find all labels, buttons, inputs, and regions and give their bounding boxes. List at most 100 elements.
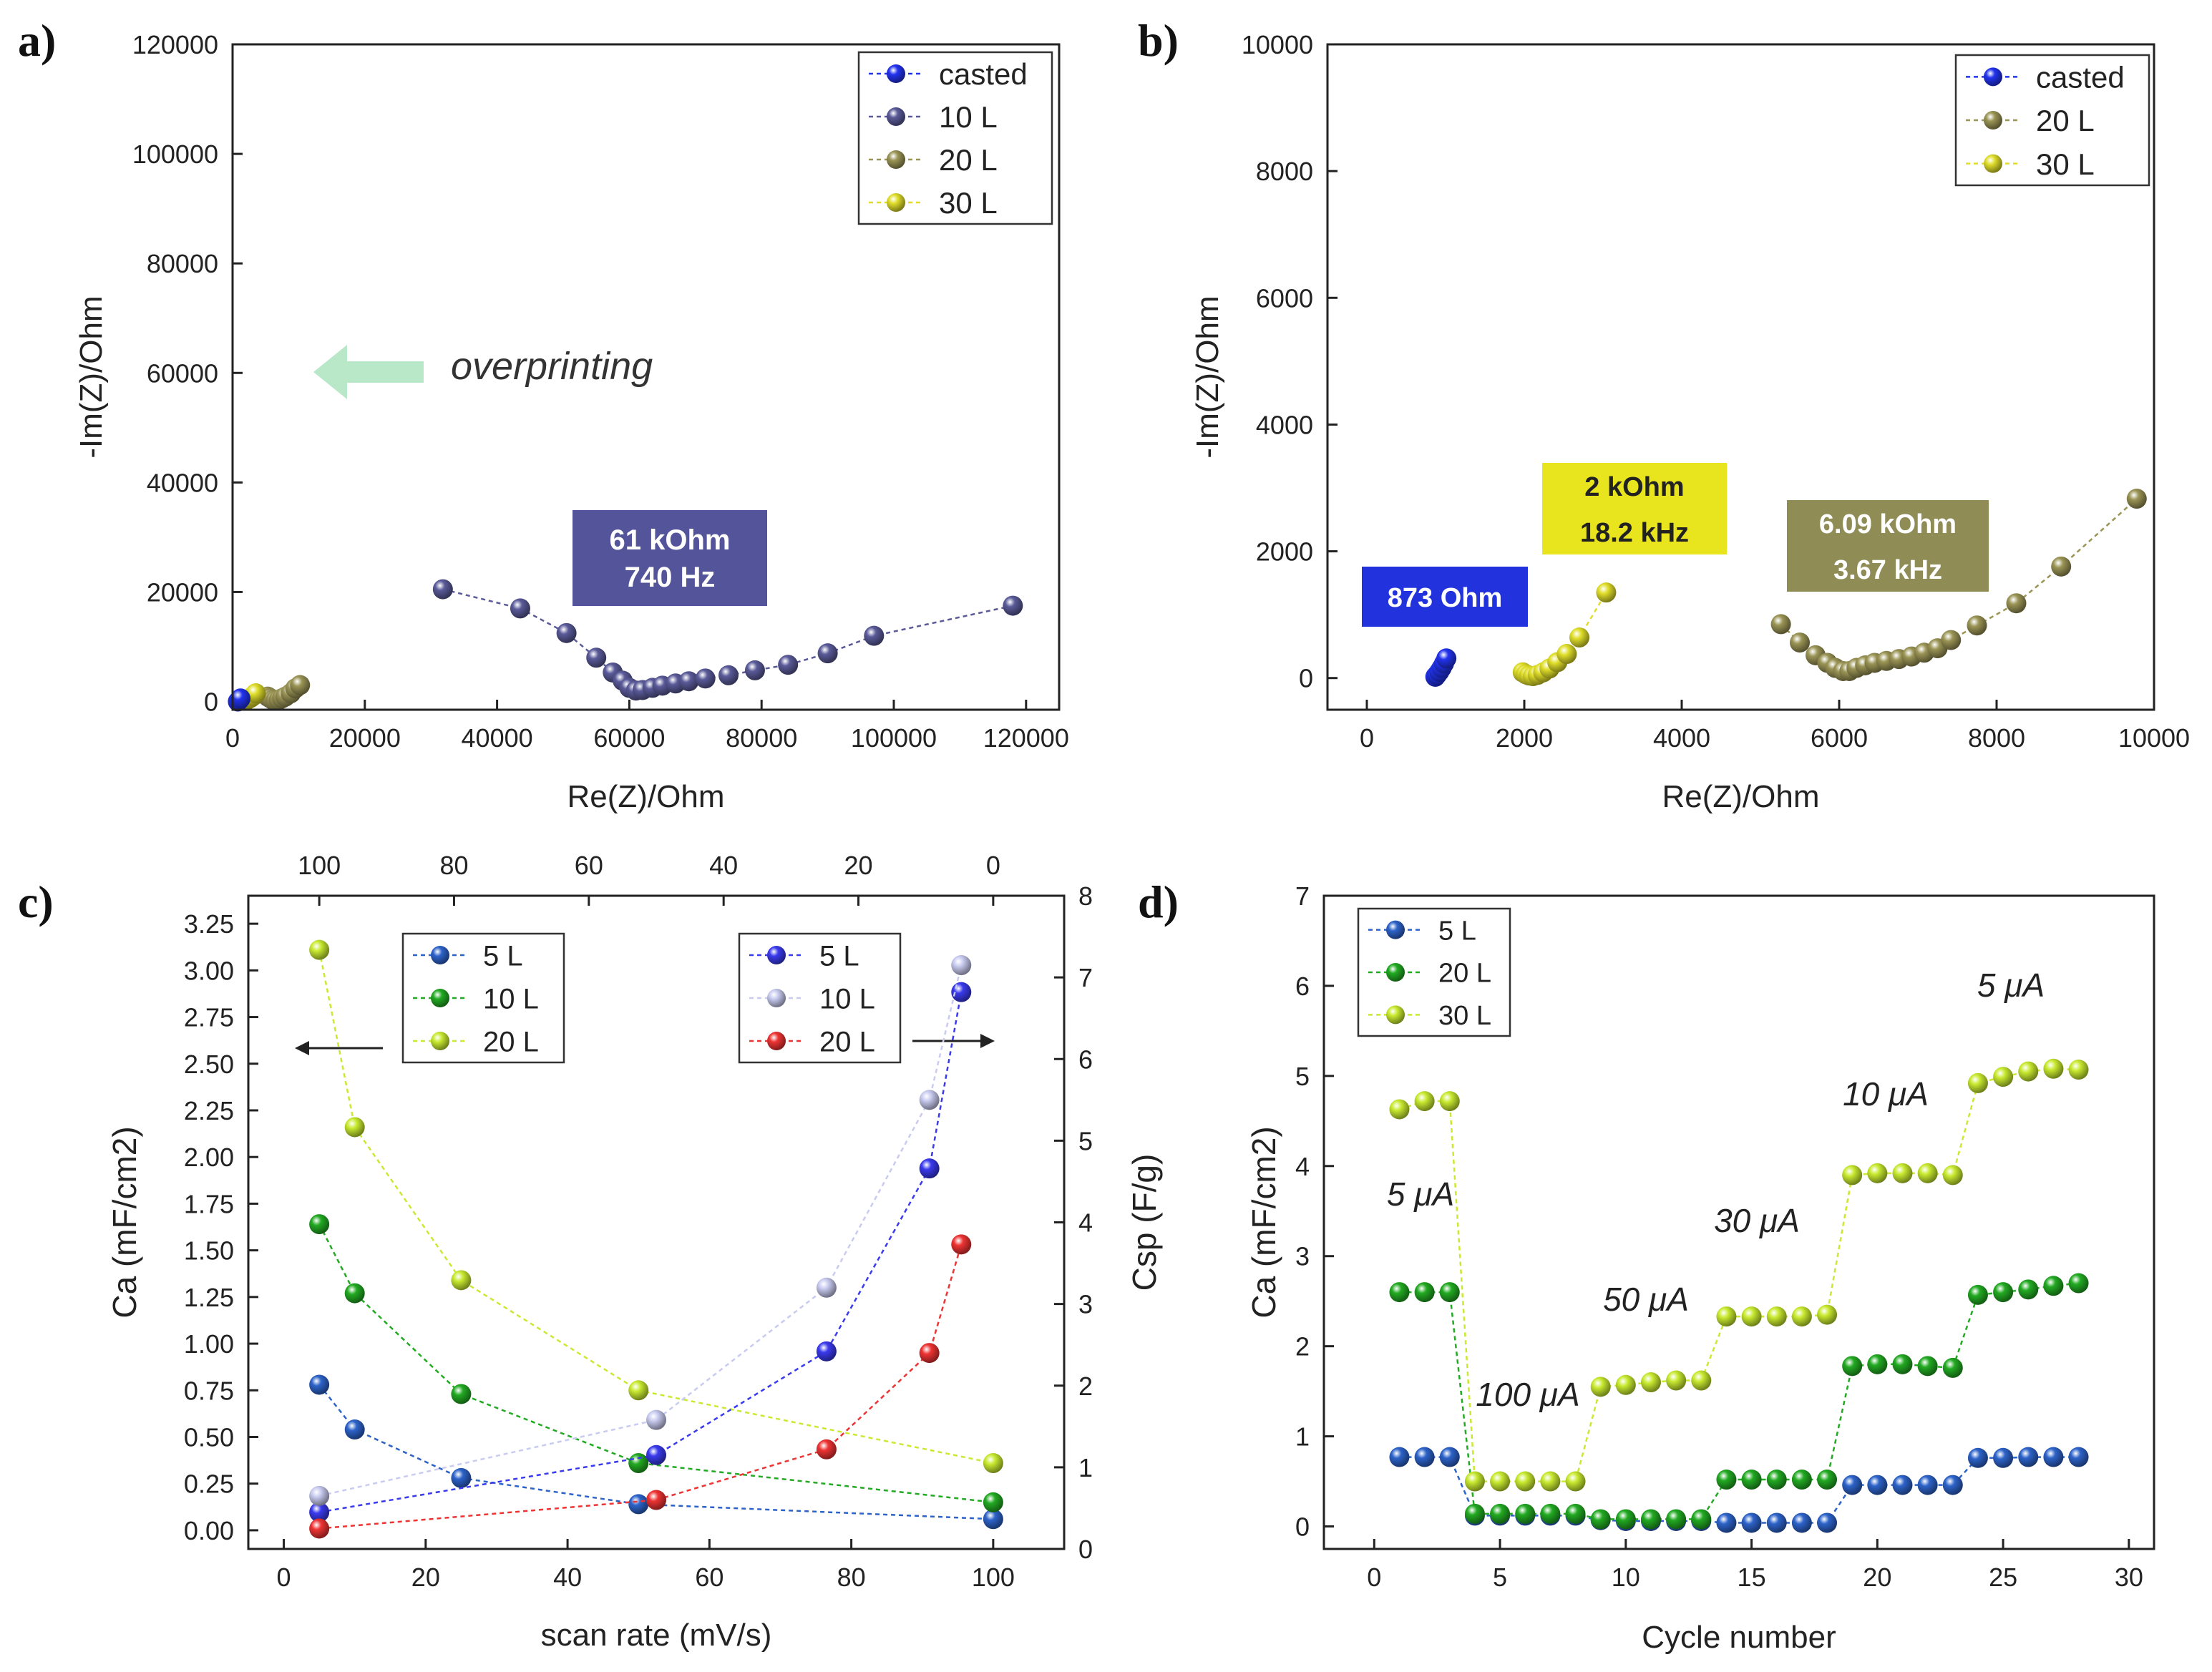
series-d-20L-point	[1917, 1356, 1938, 1377]
legend-marker	[887, 150, 905, 169]
x-tick-label: 25	[1989, 1563, 2017, 1592]
series-d-30L-point	[2043, 1058, 2064, 1079]
x-tick-label: 100000	[851, 723, 937, 753]
panel-a-frame	[231, 43, 1061, 711]
series-d-20L-point	[2018, 1279, 2039, 1300]
series-b-30L-point	[1556, 644, 1577, 665]
x-tick-label: 4000	[1653, 723, 1710, 753]
series-a-10L-point	[678, 671, 699, 692]
x-tick-label: 30	[2115, 1563, 2143, 1592]
top-x-tick-label: 20	[844, 851, 872, 880]
y-tick-label: 2000	[1256, 537, 1313, 567]
series-a-10L-point	[744, 660, 765, 680]
series-c-right-5L-point	[919, 1158, 940, 1179]
series-d-5L-point	[1917, 1475, 1938, 1495]
panel-b-frame	[1326, 43, 2155, 711]
series-d-20L-point	[1414, 1282, 1435, 1303]
y-tick-label: 4000	[1256, 410, 1313, 439]
annotation-box-line: 6.09 kOhm	[1819, 509, 1957, 539]
series-d-30L-point	[1892, 1163, 1913, 1183]
current-label: 50 μA	[1603, 1281, 1689, 1318]
y-tick-label: 0	[1299, 664, 1313, 693]
series-d-5L-point	[2068, 1447, 2089, 1467]
legend-label: 5 L	[483, 940, 523, 972]
series-b-20L-point	[2126, 489, 2147, 509]
y-tick-label-right: 3	[1078, 1290, 1093, 1319]
series-c-right-10L-point	[309, 1485, 330, 1506]
series-c-left-20L-point	[451, 1270, 472, 1291]
legend-marker	[767, 946, 786, 964]
series-c-right-5L-point	[309, 1502, 330, 1522]
series-a-10L-point	[778, 655, 799, 675]
series-b-20L-point	[1790, 632, 1810, 653]
series-a-10L-point	[695, 668, 716, 689]
series-d-30L-point	[1842, 1165, 1863, 1185]
series-c-left-20L-point	[309, 939, 330, 960]
y-tick-label-left: 2.25	[184, 1096, 234, 1125]
x-tick-label: 2000	[1496, 723, 1553, 753]
y-tick-label-left: 0.00	[184, 1516, 234, 1545]
legend-marker	[431, 946, 449, 964]
series-d-20L-line	[1399, 1282, 2079, 1520]
x-tick-label: 8000	[1968, 723, 2025, 753]
x-tick-label: 20	[411, 1563, 440, 1592]
annotation-box-line: 18.2 kHz	[1580, 518, 1689, 548]
y-tick-label-left: 1.50	[184, 1236, 234, 1266]
series-b-20L-point	[2051, 556, 2072, 577]
legend-label: 20 L	[819, 1026, 875, 1057]
legend-label: 5 L	[819, 940, 859, 972]
legend-label: 20 L	[1438, 959, 1491, 989]
legend-marker	[1386, 920, 1405, 939]
y-tick-label: 120000	[132, 30, 218, 59]
y-tick-label: 1	[1295, 1422, 1310, 1452]
x-axis-title: Cycle number	[1642, 1620, 1836, 1655]
series-a-20L-point	[290, 675, 311, 695]
series-b-20L-point	[1941, 630, 1962, 650]
legend-marker	[1984, 154, 2002, 173]
y-tick-label: 10000	[1242, 30, 1313, 59]
series-d-20L-point	[1666, 1509, 1687, 1530]
y-tick-label-right: 1	[1078, 1453, 1093, 1482]
y-tick-label-left: 1.25	[184, 1283, 234, 1312]
series-d-20L-point	[1615, 1509, 1636, 1530]
series-d-5L-point	[1967, 1447, 1988, 1468]
panel-letter-d: d)	[1138, 876, 1179, 927]
y-tick-label: 0	[204, 688, 218, 717]
series-d-20L-point	[2068, 1273, 2089, 1294]
annotation-box	[1787, 500, 1989, 592]
series-d-30L-point	[1691, 1370, 1712, 1391]
series-d-30L-point	[1791, 1306, 1812, 1327]
series-c-left-20L-point	[983, 1453, 1003, 1474]
y-tick-label: 6000	[1256, 283, 1313, 313]
series-d-30L-point	[2018, 1061, 2039, 1082]
series-d-5L-point	[1414, 1447, 1435, 1467]
x-axis-title: Re(Z)/Ohm	[567, 779, 725, 814]
current-label: 10 μA	[1843, 1075, 1929, 1113]
series-b-20L-point	[1967, 615, 1987, 636]
series-d-5L-point	[1942, 1475, 1963, 1495]
series-a-10L-point	[432, 579, 453, 600]
x-tick-label: 80000	[726, 723, 797, 753]
legend-marker	[887, 107, 905, 126]
series-c-left-20L-line	[318, 949, 994, 1465]
y-tick-label-right: 4	[1078, 1208, 1093, 1238]
legend-label: 10 L	[939, 100, 998, 134]
y-tick-label-left: 0.50	[184, 1422, 234, 1452]
legend-marker	[767, 1032, 786, 1050]
annotation-box-line: 873 Ohm	[1388, 583, 1503, 613]
series-c-left-5L-point	[451, 1467, 472, 1488]
x-tick-label: 0	[225, 723, 240, 753]
series-a-10L-point	[556, 622, 577, 643]
series-a-30L-point	[245, 683, 266, 704]
series-d-30L-point	[1490, 1471, 1511, 1492]
series-d-5L-point	[1842, 1475, 1863, 1495]
top-x-tick-label: 100	[298, 851, 341, 880]
series-d-30L-point	[1540, 1471, 1561, 1492]
y-tick-label-left: 0.75	[184, 1376, 234, 1405]
legend-marker	[767, 989, 786, 1007]
overprinting-arrow	[313, 345, 424, 399]
series-c-left-5L-point	[983, 1509, 1003, 1530]
series-d-20L-point	[1691, 1509, 1712, 1530]
series-d-30L-point	[1741, 1306, 1762, 1327]
